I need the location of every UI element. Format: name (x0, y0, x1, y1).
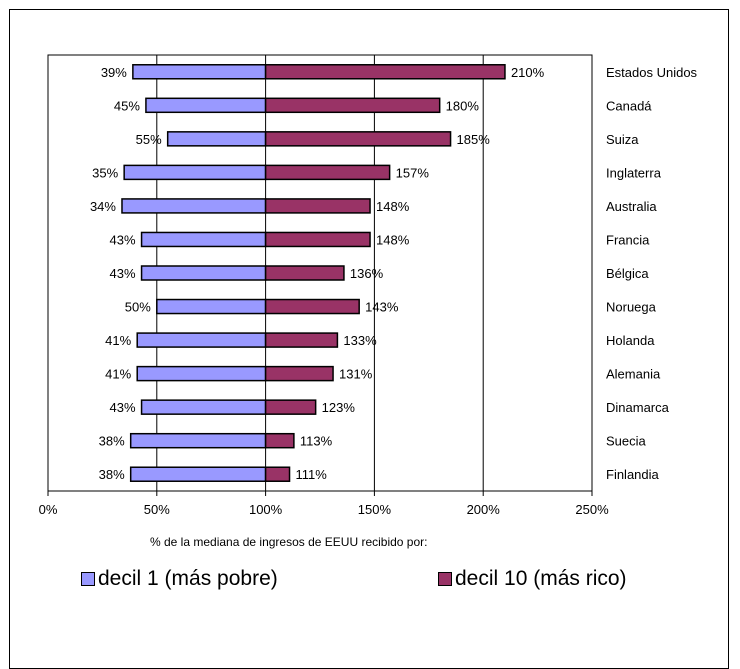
category-label: Finlandia (606, 467, 660, 482)
data-label-decil-1: 41% (105, 367, 131, 382)
category-label: Suecia (606, 434, 647, 449)
bar-decil-1 (129, 466, 267, 482)
bar-decil-10 (264, 265, 345, 281)
data-label-decil-10: 148% (376, 199, 410, 214)
data-label-decil-10: 157% (396, 165, 430, 180)
category-label: Alemania (606, 367, 661, 382)
bar-decil-10 (264, 399, 317, 415)
bar-decil-1 (140, 231, 267, 248)
plot-area (47, 54, 593, 492)
category-label: Francia (606, 232, 650, 247)
bar-decil-10 (264, 97, 441, 114)
legend-swatch-decil-1 (81, 572, 95, 586)
legend-item-decil-1: decil 1 (más pobre) (81, 567, 278, 591)
x-tick-label: 200% (467, 502, 501, 517)
category-label: Bélgica (606, 266, 649, 281)
data-label-decil-1: 43% (110, 266, 136, 281)
bar-decil-1 (123, 164, 267, 181)
data-label-decil-1: 55% (136, 132, 162, 147)
x-tick-label: 150% (358, 502, 392, 517)
data-label-decil-10: 143% (365, 300, 399, 315)
category-label: Canadá (606, 98, 652, 113)
data-label-decil-1: 50% (125, 300, 151, 315)
bar-decil-1 (156, 298, 267, 315)
bar-decil-10 (264, 164, 391, 181)
bar-decil-10 (264, 131, 452, 147)
data-label-decil-1: 38% (99, 467, 125, 482)
category-label: Holanda (606, 333, 655, 348)
data-label-decil-10: 148% (376, 232, 410, 247)
x-tick-label: 0% (39, 502, 58, 517)
data-label-decil-1: 38% (99, 434, 125, 449)
data-label-decil-1: 39% (101, 65, 127, 80)
data-label-decil-10: 136% (350, 266, 384, 281)
bar-decil-1 (136, 365, 267, 382)
bar-decil-1 (145, 97, 267, 114)
x-tick-label: 250% (575, 502, 609, 517)
bar-decil-10 (264, 466, 291, 482)
data-label-decil-1: 35% (92, 165, 118, 180)
bar-decil-1 (166, 131, 267, 147)
data-label-decil-1: 43% (110, 400, 136, 415)
data-label-decil-10: 131% (339, 367, 373, 382)
data-label-decil-1: 41% (105, 333, 131, 348)
bar-decil-10 (264, 198, 371, 214)
legend-label-decil-10: decil 10 (más rico) (455, 567, 627, 590)
data-label-decil-10: 123% (322, 400, 356, 415)
data-label-decil-1: 45% (114, 98, 140, 113)
label-layer: 0% 50% 100% 150% 200% 250% 39% 210% Estados Unid… (39, 65, 698, 517)
data-label-decil-10: 180% (446, 98, 480, 113)
bar-decil-1 (121, 198, 267, 214)
data-label-decil-1: 34% (90, 199, 116, 214)
chart-svg: 0% 50% 100% 150% 200% 250% 39% 210% Estados Unid… (39, 54, 698, 549)
category-label: Noruega (606, 300, 657, 315)
category-label: Suiza (606, 132, 639, 147)
category-label: Dinamarca (606, 400, 670, 415)
category-label: Inglaterra (606, 165, 662, 180)
bar-decil-10 (264, 231, 371, 248)
bar-decil-10 (264, 64, 506, 80)
category-label: Australia (606, 199, 657, 214)
legend-item-decil-10: decil 10 (más rico) (438, 567, 627, 591)
bar-decil-1 (140, 399, 267, 415)
x-axis-title: % de la mediana de ingresos de EEUU reci… (150, 535, 428, 549)
bar-decil-1 (140, 265, 267, 281)
data-label-decil-10: 133% (343, 333, 377, 348)
category-label: Estados Unidos (606, 65, 698, 80)
bar-decil-1 (129, 432, 267, 449)
bar-decil-10 (264, 332, 339, 348)
grid-layer (47, 55, 593, 496)
x-tick-label: 50% (144, 502, 170, 517)
bar-decil-10 (264, 432, 295, 449)
bar-decil-10 (264, 298, 360, 315)
data-label-decil-10: 111% (296, 467, 328, 482)
x-tick-label: 100% (249, 502, 283, 517)
data-label-decil-1: 43% (110, 232, 136, 247)
data-label-decil-10: 210% (511, 65, 545, 80)
data-label-decil-10: 185% (457, 132, 491, 147)
bar-decil-10 (264, 365, 334, 382)
data-label-decil-10: 113% (300, 434, 333, 449)
legend-swatch-decil-10 (438, 572, 452, 586)
bar-decil-1 (132, 64, 267, 80)
bar-decil-1 (136, 332, 267, 348)
bar-layer (121, 64, 506, 482)
legend-label-decil-1: decil 1 (más pobre) (98, 567, 278, 590)
